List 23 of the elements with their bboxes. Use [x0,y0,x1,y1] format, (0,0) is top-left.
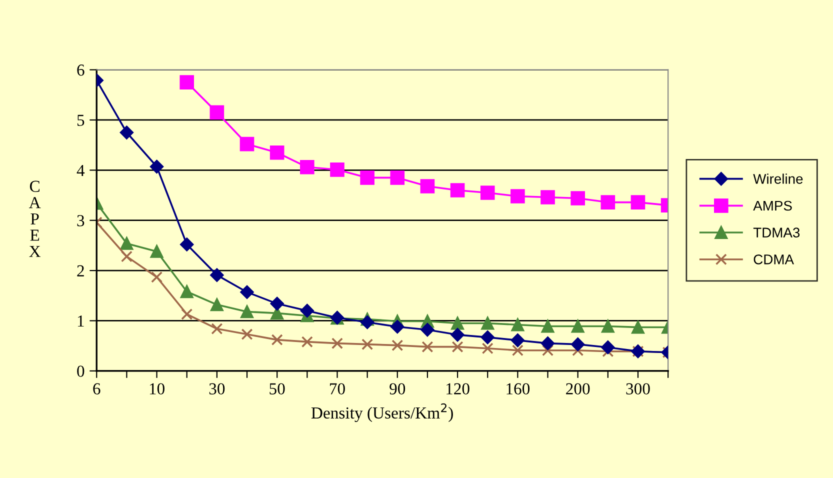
y-tick-label: 0 [77,366,84,377]
legend-label: CDMA [754,254,794,264]
x-axis-title: Density (Users/Km$^{2}$) [311,403,453,422]
y-tick-label: 6 [77,64,84,76]
y-axis-title: CAPEX [28,180,41,257]
x-tick-label: 160 [506,383,530,394]
legend-label: AMPS [753,200,792,211]
x-tick-label: 200 [566,383,590,394]
y-tick-label: 5 [77,114,84,126]
x-tick-label: 90 [390,383,406,394]
legend-label: TDMA3 [753,228,800,238]
x-tick-label: 6 [93,383,100,394]
x-tick-label: 10 [150,383,164,394]
x-tick-label: 300 [626,383,650,394]
x-tick-label: 50 [270,383,285,394]
y-tick-label: 3 [77,215,84,226]
x-tick-label: 120 [446,383,470,394]
x-tick-label: 30 [209,383,225,394]
legend-label: Wireline [753,174,803,184]
y-tick-label: 2 [77,265,84,276]
y-tick-label: 4 [76,164,85,176]
x-tick-label: 70 [330,383,345,394]
y-tick-label: 1 [78,316,84,327]
